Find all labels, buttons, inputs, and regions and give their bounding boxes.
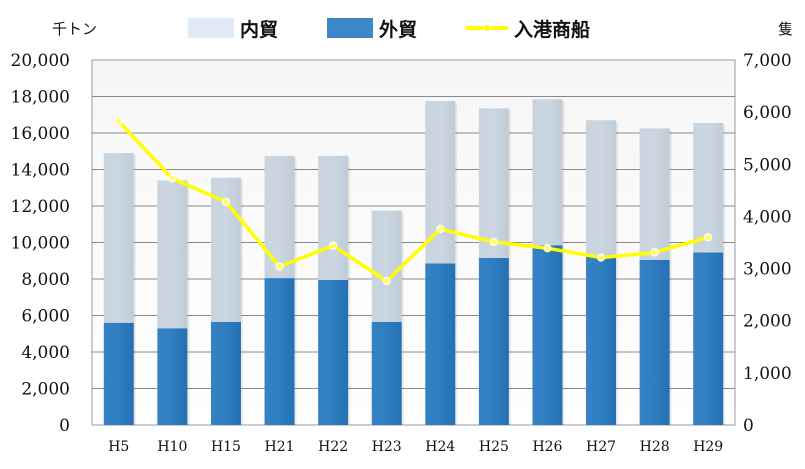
line-layer xyxy=(114,117,713,286)
right-axis-unit: 隻 xyxy=(778,20,793,38)
x-tick-label: H5 xyxy=(108,439,129,455)
right-tick-label: 5,000 xyxy=(743,155,792,175)
x-tick-label: H21 xyxy=(265,439,295,455)
bar-domestic xyxy=(478,108,509,259)
bar-foreign xyxy=(586,255,617,425)
left-tick-label: 2,000 xyxy=(21,380,70,400)
x-tick-label: H25 xyxy=(479,439,509,455)
x-tick-label: H15 xyxy=(211,439,241,455)
ships-point xyxy=(650,248,659,257)
x-tick-label: H29 xyxy=(693,439,723,455)
left-axis-unit: 千トン xyxy=(52,20,97,38)
bar-domestic xyxy=(264,155,295,279)
ships-point xyxy=(382,276,391,286)
legend-marker-ships xyxy=(483,24,491,32)
x-tick-label: H23 xyxy=(372,439,402,455)
bar-foreign xyxy=(693,252,724,425)
legend-swatch-domestic xyxy=(188,18,234,38)
x-tick-label: H27 xyxy=(586,439,616,455)
legend-label-ships: 入港商船 xyxy=(514,18,590,41)
right-tick-label: 3,000 xyxy=(743,260,792,280)
x-tick-label: H22 xyxy=(318,439,348,455)
ships-point xyxy=(436,224,445,234)
gridlines xyxy=(92,96,735,389)
right-tick-label: 7,000 xyxy=(743,51,792,71)
bar-foreign xyxy=(532,245,563,425)
right-tick-label: 1,000 xyxy=(743,364,792,384)
left-tick-label: 16,000 xyxy=(11,124,70,144)
right-tick-label: 4,000 xyxy=(743,207,792,227)
bar-foreign xyxy=(478,258,509,425)
bar-foreign xyxy=(318,279,349,425)
bar-layer xyxy=(103,99,726,426)
bar-foreign xyxy=(425,263,456,425)
bar-domestic xyxy=(318,155,349,280)
legend-swatch-foreign xyxy=(327,18,373,38)
bar-domestic xyxy=(639,128,670,260)
x-tick-label: H24 xyxy=(425,439,455,455)
legend-label-domestic: 内貿 xyxy=(240,18,278,41)
left-tick-label: 0 xyxy=(59,416,70,436)
left-tick-label: 12,000 xyxy=(11,197,70,217)
x-tick-label: H10 xyxy=(157,439,187,455)
bar-domestic xyxy=(693,122,724,253)
bar-domestic xyxy=(371,210,402,322)
ships-point xyxy=(168,174,177,183)
bar-foreign xyxy=(371,321,402,425)
right-tick-label: 2,000 xyxy=(743,312,792,332)
bar-domestic xyxy=(586,120,617,256)
axes-layer: 0 2,000 4,000 6,000 8,000 10,000 12,000 14,000 1… xyxy=(11,51,792,455)
bar-foreign xyxy=(103,322,134,425)
bar-domestic xyxy=(103,153,134,323)
bar-domestic xyxy=(157,180,188,329)
left-tick-label: 4,000 xyxy=(21,343,70,363)
bar-foreign xyxy=(264,278,295,425)
ships-point xyxy=(596,253,606,262)
bar-foreign xyxy=(210,321,241,425)
right-tick-label: 6,000 xyxy=(743,103,792,123)
right-tick-label: 0 xyxy=(743,416,754,436)
bar-foreign xyxy=(639,259,670,425)
ships-point xyxy=(704,233,713,242)
legend-label-foreign: 外貿 xyxy=(379,18,417,41)
ships-point xyxy=(275,262,284,271)
ships-point xyxy=(221,197,231,206)
bar-domestic xyxy=(532,99,563,246)
left-tick-label: 14,000 xyxy=(11,161,70,181)
ships-point xyxy=(543,244,552,253)
ships-point xyxy=(114,117,123,126)
left-tick-label: 8,000 xyxy=(21,270,70,290)
bar-foreign xyxy=(157,328,188,425)
x-tick-label: H28 xyxy=(640,439,670,455)
legend: 内貿 外貿 入港商船 xyxy=(188,18,590,41)
left-tick-label: 10,000 xyxy=(11,234,70,254)
left-tick-label: 18,000 xyxy=(11,88,70,108)
left-tick-label: 20,000 xyxy=(11,51,70,71)
ships-point xyxy=(489,237,498,247)
ships-line xyxy=(117,120,709,283)
x-tick-label: H26 xyxy=(532,439,562,455)
ships-point xyxy=(329,241,338,250)
left-tick-label: 6,000 xyxy=(21,307,70,327)
